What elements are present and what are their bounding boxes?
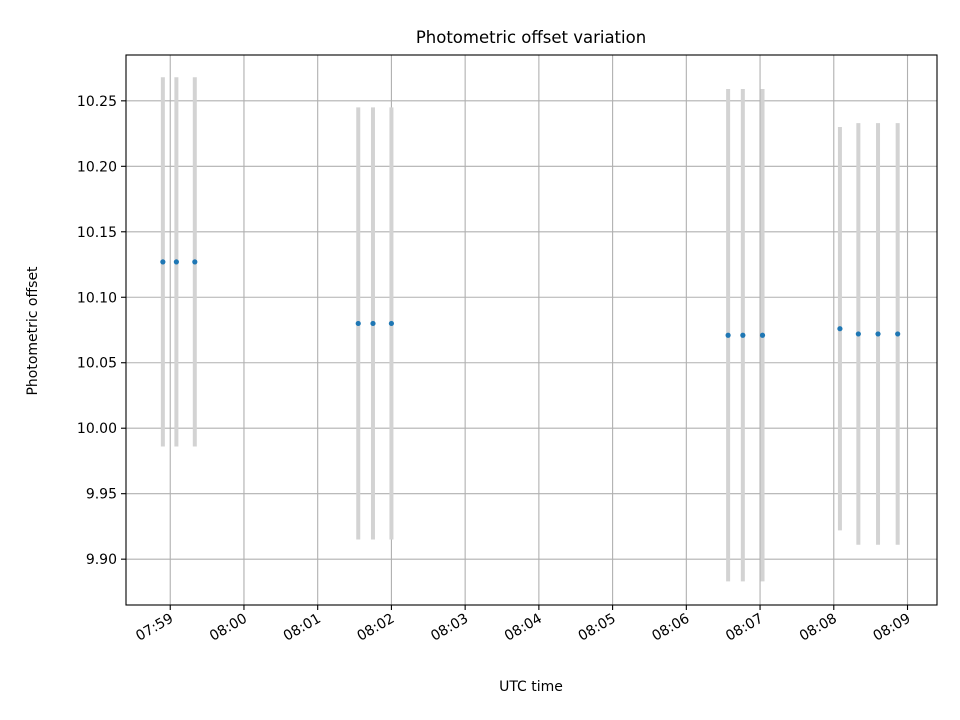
y-tick-label: 10.10 bbox=[77, 290, 117, 306]
data-point bbox=[895, 331, 901, 337]
data-point bbox=[192, 259, 198, 265]
data-point bbox=[740, 332, 746, 338]
y-tick-label: 10.25 bbox=[77, 94, 117, 110]
data-point bbox=[837, 326, 843, 332]
data-point bbox=[173, 259, 179, 265]
data-point bbox=[855, 331, 861, 337]
data-point bbox=[759, 332, 766, 338]
data-point bbox=[355, 320, 361, 327]
y-tick-label: 10.00 bbox=[77, 421, 117, 437]
data-points bbox=[160, 259, 901, 338]
data-point bbox=[370, 320, 376, 327]
data-point bbox=[160, 259, 166, 265]
y-tick-label: 10.05 bbox=[77, 356, 117, 372]
plot-area-frame bbox=[125, 54, 938, 606]
x-axis-label: UTC time bbox=[499, 679, 563, 695]
data-point bbox=[725, 332, 731, 338]
y-tick-label: 10.15 bbox=[77, 225, 117, 241]
data-point bbox=[388, 320, 395, 327]
y-axis-label: Photometric offset bbox=[25, 266, 41, 396]
y-axis-ticks: 9.90 9.95 10.00 10.05 10.10 10.15 10.20 10.25 bbox=[77, 94, 126, 568]
y-tick-label: 9.90 bbox=[86, 552, 117, 568]
chart-title: Photometric offset variation bbox=[416, 28, 646, 47]
data-point bbox=[875, 331, 881, 337]
y-tick-label: 9.95 bbox=[86, 487, 117, 503]
y-tick-label: 10.20 bbox=[77, 159, 117, 175]
grid bbox=[126, 55, 937, 605]
